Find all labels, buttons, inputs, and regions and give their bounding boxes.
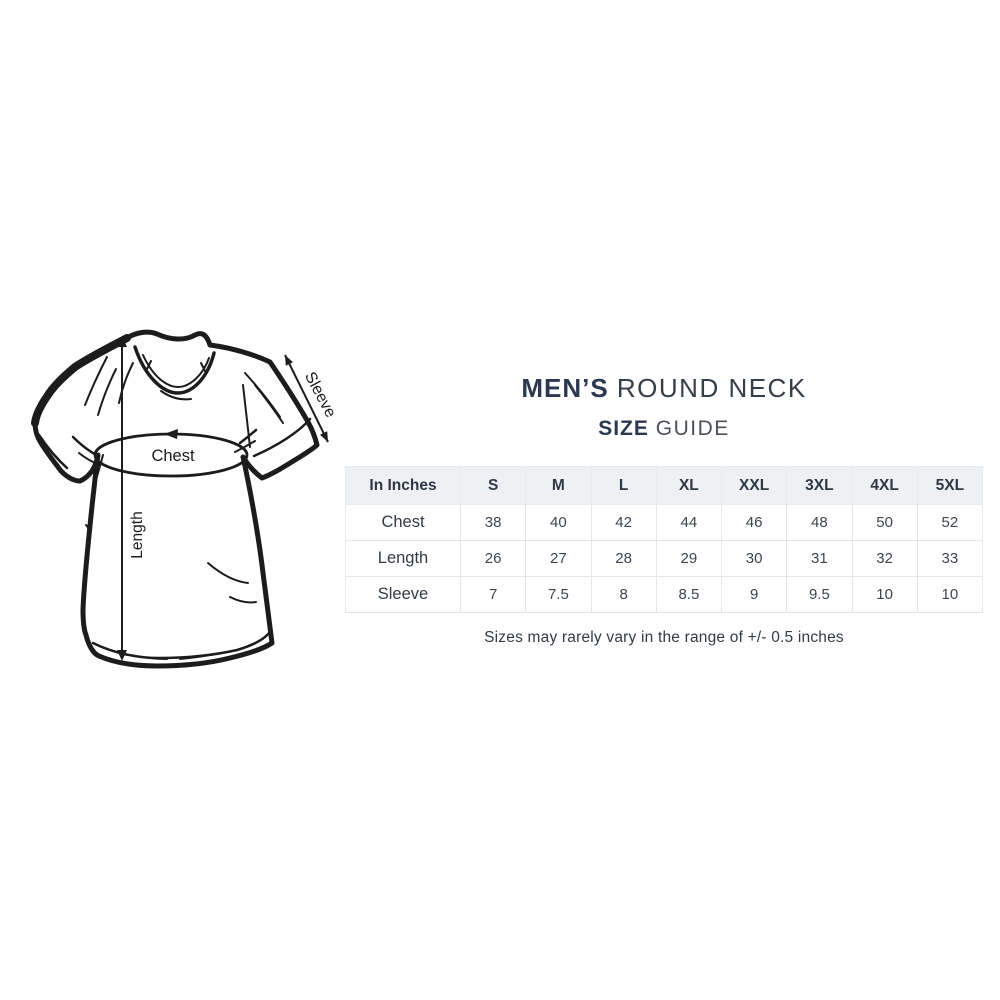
- size-table-header-row: In Inches S M L XL XXL 3XL 4XL 5XL: [345, 466, 984, 505]
- left-cuff-band: [37, 433, 69, 470]
- arrow-left-icon: [164, 429, 178, 439]
- row-label: Length: [345, 540, 461, 577]
- table-row-sleeve: Sleeve 7 7.5 8 8.5 9 9.5 10 10: [345, 576, 984, 613]
- size-col-header: S: [459, 466, 527, 505]
- chest-annotation: Chest: [93, 429, 249, 478]
- title-emphasis: MEN’S: [521, 373, 609, 403]
- subtitle-rest: GUIDE: [655, 417, 730, 440]
- arrow-down-icon: [117, 650, 127, 661]
- table-cell: 10: [851, 576, 918, 613]
- title-rest: ROUND NECK: [616, 373, 807, 403]
- size-col-header: 4XL: [851, 466, 918, 505]
- table-cell: 44: [655, 504, 723, 541]
- armpit-fold: [94, 454, 104, 484]
- length-label: Length: [129, 511, 146, 558]
- table-cell: 29: [655, 540, 723, 577]
- sleeve-label: Sleeve: [301, 369, 339, 420]
- sleeve-crease: [84, 356, 108, 406]
- right-cuff-band: [252, 417, 312, 458]
- arrow-up-icon: [285, 355, 293, 366]
- length-annotation: Length: [117, 336, 146, 661]
- size-col-header: 3XL: [786, 466, 853, 505]
- collar-ribbing: [142, 354, 210, 388]
- hip-crease: [207, 562, 249, 584]
- subtitle-emphasis: SIZE: [598, 417, 649, 440]
- sleeve-crease: [254, 384, 284, 424]
- left-shoulder-edge: [31, 334, 131, 427]
- tshirt-outline: [32, 335, 320, 669]
- chest-crease: [118, 362, 134, 404]
- table-cell: 30: [720, 540, 788, 577]
- chest-label: Chest: [151, 447, 195, 465]
- table-cell: 32: [851, 540, 918, 577]
- table-cell: 9: [720, 576, 788, 613]
- table-cell: 40: [525, 504, 592, 541]
- table-cell: 26: [459, 540, 527, 577]
- table-cell: 33: [916, 540, 984, 577]
- arrow-up-icon: [117, 336, 127, 347]
- page-title: MEN’S ROUND NECK: [345, 375, 983, 401]
- row-label: Chest: [345, 504, 461, 541]
- table-cell: 31: [786, 540, 853, 577]
- table-cell: 7: [459, 576, 527, 613]
- size-col-header: L: [590, 466, 657, 505]
- size-col-header: XL: [655, 466, 723, 505]
- size-variance-note: Sizes may rarely vary in the range of +/…: [484, 629, 844, 646]
- row-label: Sleeve: [345, 576, 461, 613]
- table-cell: 7.5: [525, 576, 592, 613]
- size-col-header: M: [525, 466, 592, 505]
- table-cell: 9.5: [786, 576, 853, 613]
- table-cell: 27: [525, 540, 592, 577]
- arrow-down-icon: [320, 431, 328, 442]
- size-table: In Inches S M L XL XXL 3XL 4XL 5XL Chest…: [345, 466, 984, 613]
- table-row-length: Length 26 27 28 29 30 31 32 33: [345, 540, 984, 577]
- table-cell: 42: [590, 504, 657, 541]
- hip-crease: [229, 596, 257, 604]
- hem-crease: [179, 653, 216, 660]
- size-guide-panel: MEN’S ROUND NECK SIZE GUIDE In Inches S …: [345, 375, 984, 647]
- table-cell: 38: [459, 504, 527, 541]
- sleeve-crease: [97, 368, 117, 416]
- table-cell: 48: [786, 504, 853, 541]
- table-cell: 52: [916, 504, 984, 541]
- table-cell: 28: [590, 540, 657, 577]
- hem-crease: [129, 654, 168, 660]
- armpit-fold: [234, 440, 256, 453]
- size-col-header: XXL: [720, 466, 788, 505]
- sleeve-crease: [242, 384, 251, 448]
- tshirt-diagram: Length Chest Sleeve: [15, 325, 350, 675]
- size-col-header: 5XL: [916, 466, 984, 505]
- table-cell: 8.5: [655, 576, 723, 613]
- table-cell: 10: [916, 576, 984, 613]
- tshirt-line-art: Length Chest Sleeve: [31, 329, 339, 669]
- table-cell: 8: [590, 576, 657, 613]
- page-subtitle: SIZE GUIDE: [345, 418, 983, 439]
- table-cell: 46: [720, 504, 788, 541]
- table-cell: 50: [851, 504, 918, 541]
- table-row-chest: Chest 38 40 42 44 46 48 50 52: [345, 504, 984, 541]
- chest-crease: [160, 390, 192, 401]
- side-crease: [85, 524, 91, 541]
- collar-tick: [145, 360, 152, 372]
- armpit-fold: [78, 452, 101, 466]
- unit-header: In Inches: [345, 466, 461, 505]
- collar-tick: [200, 362, 207, 374]
- armpit-fold: [238, 428, 258, 445]
- collar-outer: [124, 329, 213, 348]
